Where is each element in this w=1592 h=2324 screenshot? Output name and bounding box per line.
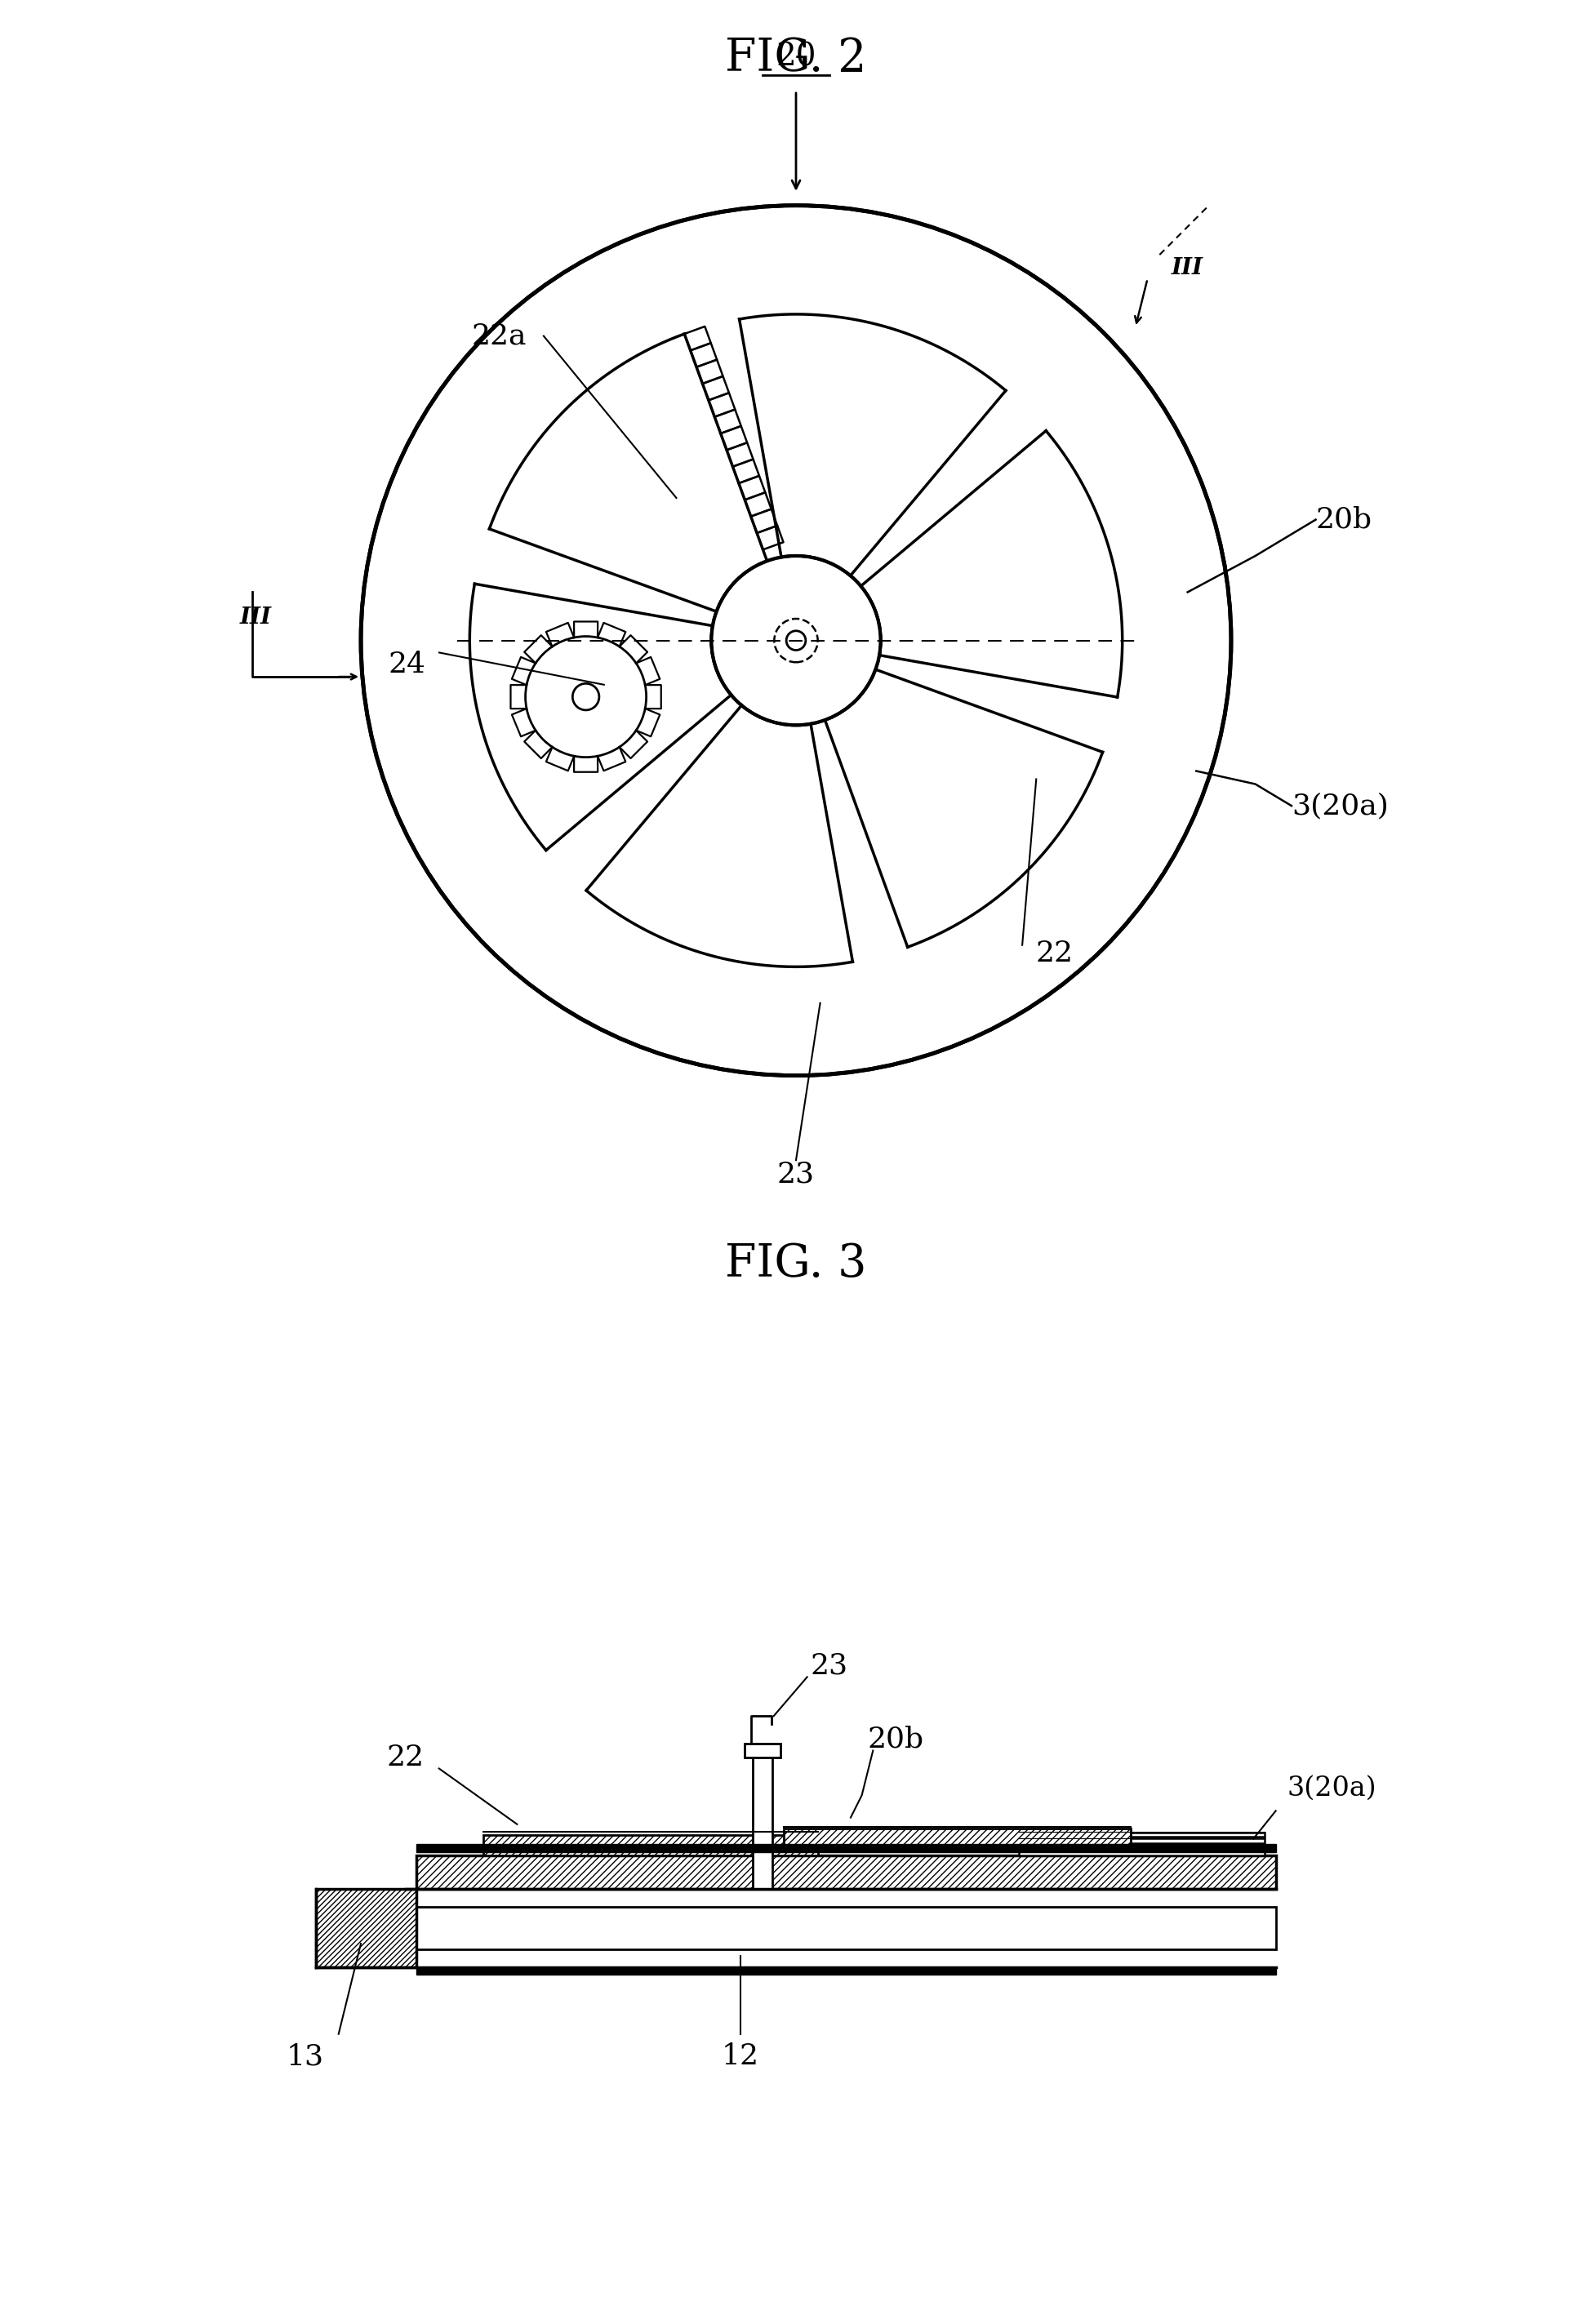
Bar — [417, 1855, 1275, 1889]
Text: 23: 23 — [777, 1160, 815, 1188]
Text: 3(20a): 3(20a) — [1286, 1776, 1377, 1801]
Text: 20: 20 — [775, 42, 817, 72]
Text: 3(20a): 3(20a) — [1291, 792, 1388, 820]
Text: 12: 12 — [721, 2043, 759, 2071]
Circle shape — [786, 630, 806, 651]
Bar — [753, 1743, 772, 1889]
Text: 24: 24 — [388, 651, 427, 679]
Text: 22: 22 — [1035, 939, 1073, 967]
Text: 23: 23 — [810, 1652, 849, 1680]
Bar — [484, 1836, 818, 1855]
Text: 13: 13 — [287, 2043, 323, 2071]
Circle shape — [573, 683, 599, 711]
Bar — [1019, 1845, 1264, 1850]
Bar — [1019, 1850, 1264, 1855]
Text: 20b: 20b — [868, 1727, 923, 1752]
Text: 20b: 20b — [1315, 507, 1372, 535]
Circle shape — [712, 555, 880, 725]
Bar — [417, 1845, 1275, 1852]
Bar — [1019, 1831, 1264, 1836]
Bar — [317, 1889, 417, 1966]
Bar — [417, 1906, 1275, 1950]
Bar — [1019, 1838, 1264, 1843]
Bar — [417, 1966, 1275, 1975]
Text: FIG. 2: FIG. 2 — [726, 37, 866, 81]
Circle shape — [786, 630, 806, 651]
Text: III: III — [1172, 258, 1204, 279]
Text: III: III — [240, 607, 272, 627]
Circle shape — [525, 637, 646, 758]
Bar — [745, 1743, 780, 1757]
Bar — [783, 1829, 1130, 1848]
Text: 22a: 22a — [471, 323, 527, 351]
Text: 22: 22 — [387, 1743, 425, 1771]
Text: FIG. 3: FIG. 3 — [726, 1241, 866, 1287]
